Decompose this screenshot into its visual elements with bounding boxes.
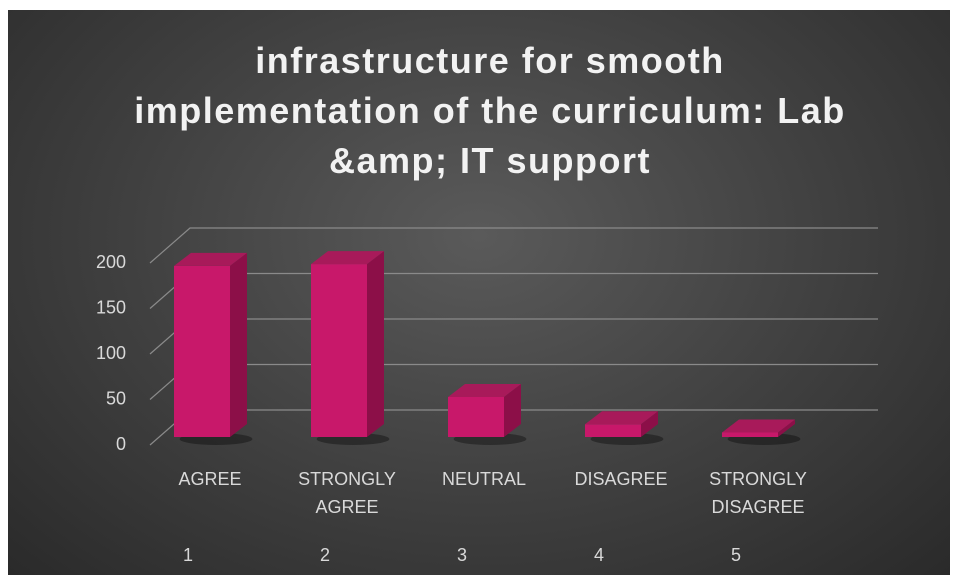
y-tick-label: 50	[106, 388, 126, 408]
bar	[722, 419, 801, 445]
bar-top	[174, 252, 247, 266]
x-tick-label: AGREE	[178, 469, 241, 489]
bar-front	[448, 396, 504, 437]
grid-line	[149, 227, 878, 264]
x-group-label: 5	[731, 545, 741, 565]
x-group-label: 3	[457, 545, 467, 565]
chart-title: infrastructure for smooth implementation…	[134, 40, 846, 181]
x-tick-label: DISAGREE	[574, 469, 667, 489]
bar-top	[448, 383, 521, 397]
x-tick-label: NEUTRAL	[442, 469, 526, 489]
bar-front	[311, 264, 367, 437]
bar	[585, 411, 664, 445]
x-group-label: 1	[183, 545, 193, 565]
x-tick-label: STRONGLY AGREE	[298, 469, 396, 517]
bar-side	[641, 411, 658, 437]
bar-front	[174, 265, 230, 437]
bar-side	[778, 419, 795, 437]
bar	[174, 252, 253, 445]
bar-top	[585, 411, 658, 425]
y-tick-label: 0	[116, 434, 126, 454]
bar-side	[504, 383, 521, 437]
bar	[311, 251, 390, 445]
bar-top	[311, 251, 384, 265]
y-tick-label: 150	[96, 297, 126, 317]
bar-side	[367, 251, 384, 437]
chart-background	[8, 10, 950, 575]
grid-line	[149, 272, 878, 309]
bar-top	[722, 419, 795, 433]
y-tick-label: 200	[96, 252, 126, 272]
bar-front	[722, 432, 778, 437]
x-group-label: 4	[594, 545, 604, 565]
grid-line	[149, 318, 878, 355]
bar	[448, 383, 527, 445]
bar-front	[585, 424, 641, 437]
x-group-label: 2	[320, 545, 330, 565]
y-tick-label: 100	[96, 343, 126, 363]
x-tick-label: STRONGLY DISAGREE	[709, 469, 807, 517]
bar-side	[230, 252, 247, 437]
